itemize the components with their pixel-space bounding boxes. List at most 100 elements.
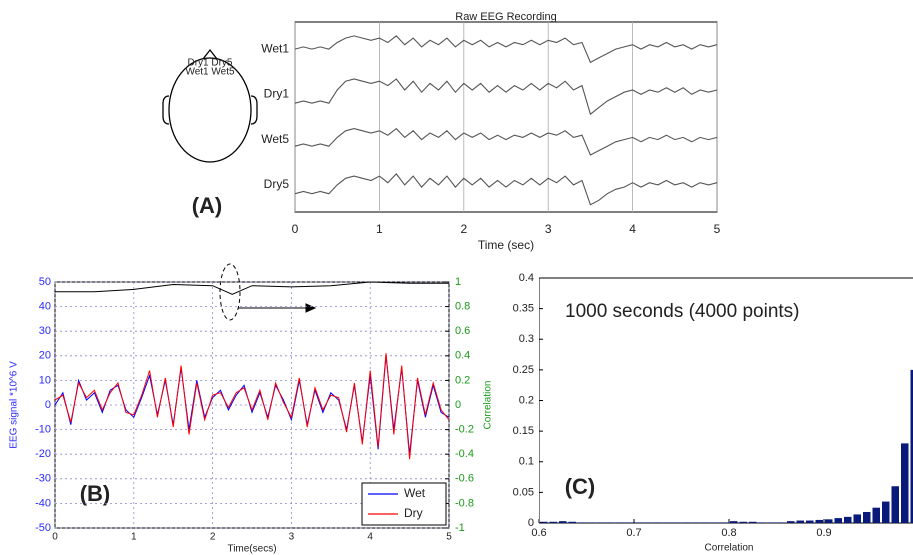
histogram-bar bbox=[891, 486, 899, 523]
y2-tick-label: 0.8 bbox=[455, 301, 470, 313]
x-tick-label: 5 bbox=[714, 222, 721, 236]
histogram-bar bbox=[606, 522, 614, 523]
x-tick-label: 2 bbox=[210, 532, 216, 543]
panel-label: (C) bbox=[565, 474, 596, 499]
histogram-bar bbox=[739, 521, 747, 523]
channel-label: Wet1 bbox=[261, 41, 289, 55]
x-tick-label: 1 bbox=[131, 532, 137, 543]
x-tick-label: 4 bbox=[367, 532, 373, 543]
y2-tick-label: 0.4 bbox=[455, 350, 470, 362]
chart-title: Raw EEG Recording bbox=[455, 11, 557, 23]
y-tick-label: -40 bbox=[35, 497, 51, 509]
x-tick-label: 0.6 bbox=[531, 527, 546, 539]
y2-tick-label: -0.4 bbox=[455, 448, 474, 460]
y2-tick-label: -0.8 bbox=[455, 497, 474, 509]
histogram-bar bbox=[673, 522, 681, 523]
y-tick-label: 0.05 bbox=[513, 486, 534, 498]
histogram-bar bbox=[787, 521, 795, 523]
histogram-bar bbox=[796, 520, 804, 523]
x-tick-label: 0.7 bbox=[626, 527, 641, 539]
y2-tick-label: 0.6 bbox=[455, 325, 470, 337]
annotation-marks bbox=[219, 263, 317, 321]
histogram-bar bbox=[825, 519, 833, 523]
panel-label: (B) bbox=[80, 481, 111, 506]
series-line bbox=[54, 353, 450, 460]
y2-tick-label: -0.6 bbox=[455, 473, 474, 485]
y-axis-label: EEG signal *10^6 V bbox=[9, 361, 20, 449]
histogram-bar bbox=[692, 522, 700, 523]
trace bbox=[294, 127, 718, 156]
y-tick-label: -10 bbox=[35, 424, 51, 436]
histogram-bar bbox=[654, 522, 662, 523]
y-tick-label: 0.25 bbox=[513, 364, 534, 376]
histogram-bar bbox=[844, 516, 852, 523]
histogram-bar bbox=[882, 501, 890, 523]
histogram-bar bbox=[834, 518, 842, 523]
y-tick-label: 0.2 bbox=[519, 394, 534, 406]
y-tick-label: 0 bbox=[528, 517, 534, 529]
histogram-bar bbox=[587, 522, 595, 523]
histogram-bar bbox=[777, 522, 785, 523]
histogram-bar bbox=[749, 521, 757, 523]
y-tick-label: 0.1 bbox=[519, 456, 534, 468]
y-tick-label: 30 bbox=[39, 325, 51, 337]
annotation: 1000 seconds (4000 points) bbox=[565, 301, 800, 322]
y-tick-label: 40 bbox=[39, 301, 51, 313]
histogram-bar bbox=[559, 521, 567, 523]
electrode-label: Dry1 Dry5 bbox=[187, 58, 232, 69]
x-tick-label: 0 bbox=[52, 532, 58, 543]
y-tick-label: 10 bbox=[39, 374, 51, 386]
y2-tick-label: 0 bbox=[455, 399, 461, 411]
histogram-bar bbox=[663, 522, 671, 523]
histogram-bar bbox=[711, 522, 719, 523]
legend-box bbox=[361, 482, 447, 526]
histogram-bar bbox=[853, 514, 861, 523]
histogram-bar bbox=[701, 522, 709, 523]
x-axis-label: Time (sec) bbox=[478, 238, 534, 252]
histogram-bar bbox=[806, 520, 814, 523]
y2-tick-label: 1 bbox=[455, 276, 461, 288]
channel-label: Wet5 bbox=[261, 132, 289, 146]
histogram-bar bbox=[578, 522, 586, 523]
histogram-bar bbox=[625, 522, 633, 523]
y2-tick-label: -0.2 bbox=[455, 424, 474, 436]
histogram-bar bbox=[568, 521, 576, 523]
y2-tick-label: -1 bbox=[455, 522, 465, 534]
x-tick-label: 5 bbox=[446, 532, 452, 543]
trace bbox=[294, 35, 718, 64]
y-tick-label: -30 bbox=[35, 473, 51, 485]
histogram-bar bbox=[768, 522, 776, 523]
legend-label: Dry bbox=[404, 506, 423, 520]
x-tick-label: 0 bbox=[292, 222, 299, 236]
y-tick-label: 50 bbox=[39, 276, 51, 288]
histogram-bar bbox=[616, 522, 624, 523]
histogram-bar bbox=[872, 507, 880, 523]
x-axis-label: Time(secs) bbox=[227, 544, 276, 555]
y-tick-label: 0 bbox=[45, 399, 51, 411]
x-tick-label: 1 bbox=[376, 222, 383, 236]
histogram-bar bbox=[540, 521, 548, 523]
x-tick-label: 0.8 bbox=[721, 527, 736, 539]
histogram-bar bbox=[644, 522, 652, 523]
channel-label: Dry5 bbox=[264, 177, 290, 191]
x-tick-label: 2 bbox=[460, 222, 467, 236]
histogram-bar bbox=[635, 522, 643, 523]
histogram-bar bbox=[901, 443, 909, 523]
y-tick-label: 20 bbox=[39, 350, 51, 362]
electrode-label: Wet1 Wet5 bbox=[185, 67, 235, 78]
y-tick-label: 0.35 bbox=[513, 303, 534, 315]
y-tick-label: -20 bbox=[35, 448, 51, 460]
trace bbox=[294, 173, 718, 206]
trace bbox=[294, 78, 718, 116]
y-tick-label: 0.3 bbox=[519, 333, 534, 345]
histogram-bar bbox=[682, 522, 690, 523]
histogram-bar bbox=[597, 522, 605, 523]
channel-label: Dry1 bbox=[264, 87, 290, 101]
histogram-bar bbox=[863, 511, 871, 523]
histogram-bar bbox=[549, 521, 557, 523]
y2-axis-label: Correlation bbox=[483, 381, 494, 430]
x-tick-label: 3 bbox=[545, 222, 552, 236]
histogram-bar bbox=[730, 521, 738, 523]
histogram-bar bbox=[910, 369, 913, 523]
